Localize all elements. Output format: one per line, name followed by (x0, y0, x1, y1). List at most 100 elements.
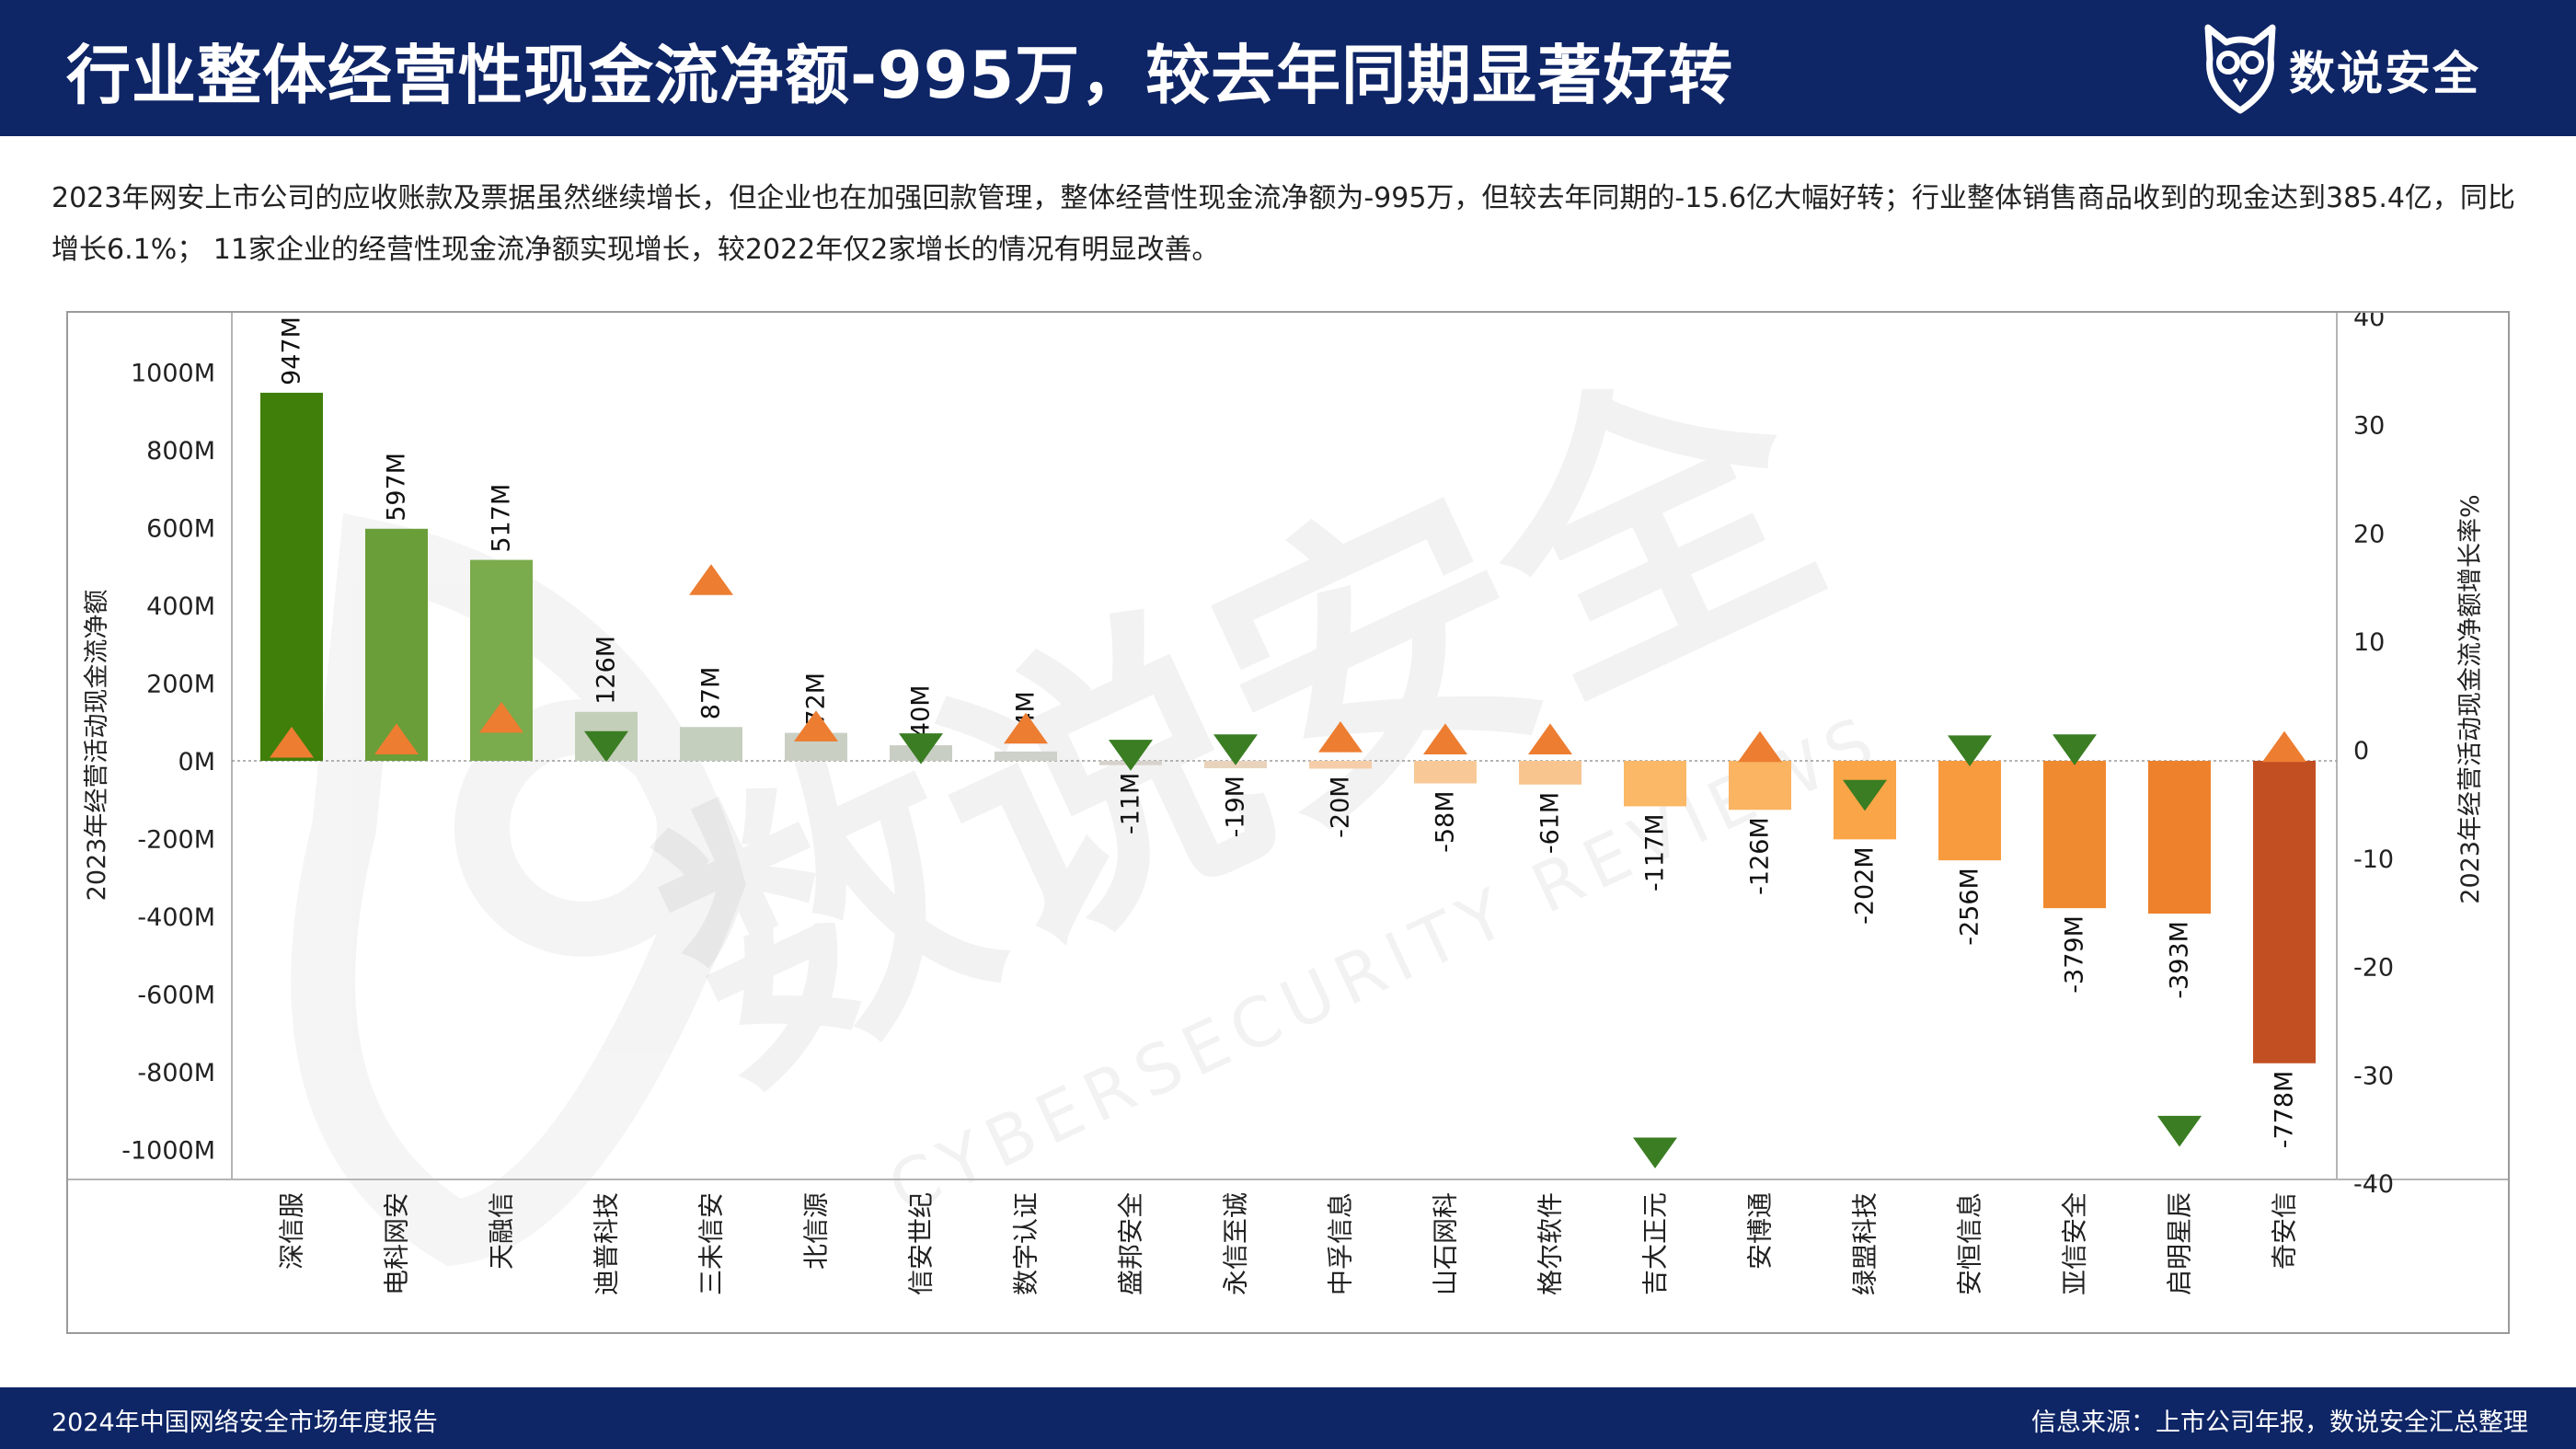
bar-value-label: -126M (1746, 817, 1775, 895)
y2-tick-label: 0 (2353, 737, 2369, 765)
x-tick-label: 深信服 (277, 1192, 307, 1270)
growth-up-marker (479, 701, 523, 733)
y2-tick-label: -20 (2353, 954, 2394, 983)
y-tick-label: 400M (146, 592, 215, 621)
growth-down-marker (1843, 779, 1887, 811)
bar-value-label: -256M (1956, 868, 1984, 946)
x-tick-label: 中孚信息 (1326, 1192, 1356, 1295)
bar-value-label: 597M (383, 453, 411, 522)
growth-up-marker (2262, 730, 2306, 763)
bar (1729, 761, 1791, 811)
y-tick-label: 600M (146, 515, 215, 544)
bar-value-label: 947M (278, 316, 306, 385)
y2-tick-label: -40 (2353, 1170, 2394, 1199)
bar (260, 392, 323, 761)
bar-value-label: 126M (592, 636, 621, 705)
growth-up-marker (1528, 723, 1572, 754)
y-tick-label: -200M (137, 826, 215, 855)
bar (2253, 761, 2316, 1064)
growth-down-marker (899, 733, 943, 765)
growth-up-marker (1004, 712, 1048, 744)
growth-down-marker (1948, 735, 1992, 767)
y-axis-title: 2023年经营活动现金流净额 (83, 590, 111, 902)
x-tick-label: 信安世纪 (906, 1192, 937, 1295)
footer-banner: 2024年中国网络安全市场年度报告 信息来源：上市公司年报，数说安全汇总整理 (0, 1387, 2576, 1449)
y2-axis-title: 2023年经营活动现金流净额增长率% (2456, 494, 2485, 903)
owl-logo-icon (2204, 24, 2276, 114)
bar (1624, 761, 1686, 807)
y2-tick-label: -30 (2353, 1062, 2394, 1090)
report-name: 2024年中国网络安全市场年度报告 (52, 1409, 438, 1437)
watermark-text: 数说安全 (615, 313, 1869, 1141)
x-tick-label: 奇安信 (2270, 1192, 2300, 1270)
y-tick-label: 200M (146, 671, 215, 699)
bar (1414, 761, 1477, 784)
x-tick-label: 三未信安 (696, 1192, 727, 1295)
growth-up-marker (794, 710, 838, 742)
y2-tick-label: 20 (2353, 520, 2385, 548)
y-tick-label: 1000M (131, 360, 215, 388)
x-tick-label: 绿盟科技 (1850, 1192, 1880, 1295)
logo-text: 数说安全 (2289, 47, 2480, 100)
bar (1309, 761, 1372, 769)
x-tick-label: 安恒信息 (1955, 1192, 1985, 1295)
x-tick-label: 电科网安 (382, 1192, 412, 1295)
growth-up-marker (1738, 730, 1782, 763)
x-tick-label: 亚信安全 (2060, 1192, 2090, 1295)
bar-value-label: -19M (1222, 776, 1250, 837)
bar-value-label: -393M (2166, 921, 2194, 999)
x-tick-label: 安博通 (1745, 1192, 1776, 1270)
bar (995, 751, 1057, 761)
bar (1519, 761, 1581, 785)
bar-value-label: 517M (488, 484, 516, 553)
bar-value-label: -117M (1641, 813, 1670, 891)
x-tick-label: 格尔软件 (1535, 1192, 1566, 1295)
bar-value-label: 87M (697, 667, 726, 720)
growth-up-marker (1318, 721, 1363, 753)
x-tick-label: 永信至诚 (1221, 1192, 1251, 1295)
growth-down-marker (2157, 1115, 2202, 1147)
x-tick-label: 天融信 (487, 1192, 517, 1270)
bar (680, 727, 742, 761)
growth-down-marker (1213, 734, 1258, 765)
x-tick-label: 盛邦安全 (1116, 1192, 1146, 1295)
x-tick-label: 迪普科技 (592, 1192, 622, 1295)
bar-value-label: -202M (1851, 846, 1880, 925)
x-tick-label: 启明星辰 (2165, 1192, 2195, 1295)
x-tick-label: 北信源 (801, 1192, 832, 1270)
bar (2043, 761, 2106, 909)
x-tick-label: 山石网科 (1431, 1192, 1461, 1295)
y2-tick-label: 10 (2353, 628, 2385, 657)
x-tick-label: 数字认证 (1011, 1192, 1041, 1295)
bar-value-label: -379M (2061, 915, 2089, 994)
bar-value-label: 40M (907, 684, 936, 738)
y-tick-label: -400M (137, 903, 215, 932)
bar-value-label: -11M (1117, 773, 1145, 834)
growth-down-marker (1109, 740, 1153, 771)
bar-value-label: -58M (1432, 791, 1460, 853)
x-tick-label: 吉大正元 (1640, 1192, 1671, 1295)
header-banner: 行业整体经营性现金流净额-995万，较去年同期显著好转 数说安全 (0, 0, 2576, 136)
growth-down-marker (2053, 734, 2097, 765)
bar (2148, 761, 2211, 914)
y-tick-label: -600M (137, 982, 215, 1010)
bar (1938, 761, 2001, 861)
data-source: 信息来源：上市公司年报，数说安全汇总整理 (2031, 1409, 2528, 1437)
y-tick-label: -1000M (121, 1137, 215, 1166)
y-tick-label: -800M (137, 1059, 215, 1087)
brand-logo: 数说安全 (2201, 20, 2504, 116)
bar-value-label: -61M (1536, 792, 1565, 854)
y2-tick-label: 30 (2353, 412, 2385, 441)
growth-up-marker (270, 726, 314, 758)
growth-up-marker (374, 723, 419, 754)
growth-up-marker (689, 564, 733, 595)
y2-tick-label: 40 (2353, 313, 2385, 332)
chart-frame: 数说安全 CYBERSECURITY REVIEWS -1000M -800M -6… (66, 311, 2510, 1334)
y-tick-label: 800M (146, 437, 215, 466)
growth-up-marker (1423, 723, 1467, 754)
bar-value-label: -20M (1327, 776, 1355, 837)
y-tick-label: 0M (178, 748, 215, 776)
intro-paragraph: 2023年网安上市公司的应收账款及票据虽然继续增长，但企业也在加强回款管理，整体… (52, 182, 2515, 266)
bar-value-label: -778M (2271, 1071, 2299, 1149)
cashflow-chart: 数说安全 CYBERSECURITY REVIEWS -1000M-800M-6… (68, 313, 2508, 1295)
